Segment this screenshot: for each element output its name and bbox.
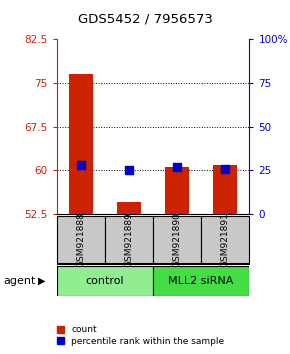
Text: agent: agent	[3, 275, 35, 286]
Bar	[213, 165, 237, 214]
Bar	[105, 216, 153, 264]
Text: ▶: ▶	[38, 275, 46, 286]
Text: GSM921888: GSM921888	[76, 212, 85, 267]
Point	[126, 167, 131, 173]
Bar	[153, 266, 249, 296]
Point	[223, 166, 228, 171]
Legend: count, percentile rank within the sample: count, percentile rank within the sample	[57, 325, 224, 346]
Bar	[117, 202, 141, 214]
Bar	[201, 216, 249, 264]
Text: GSM921891: GSM921891	[221, 212, 230, 267]
Point	[78, 162, 83, 168]
Bar	[57, 266, 153, 296]
Text: GDS5452 / 7956573: GDS5452 / 7956573	[77, 13, 213, 26]
Bar	[57, 216, 105, 264]
Text: control: control	[86, 275, 124, 286]
Text: MLL2 siRNA: MLL2 siRNA	[168, 275, 234, 286]
Point	[175, 164, 180, 170]
Bar	[69, 74, 93, 214]
Bar	[153, 216, 201, 264]
Text: GSM921890: GSM921890	[173, 212, 182, 267]
Text: GSM921889: GSM921889	[124, 212, 133, 267]
Bar	[165, 167, 189, 214]
